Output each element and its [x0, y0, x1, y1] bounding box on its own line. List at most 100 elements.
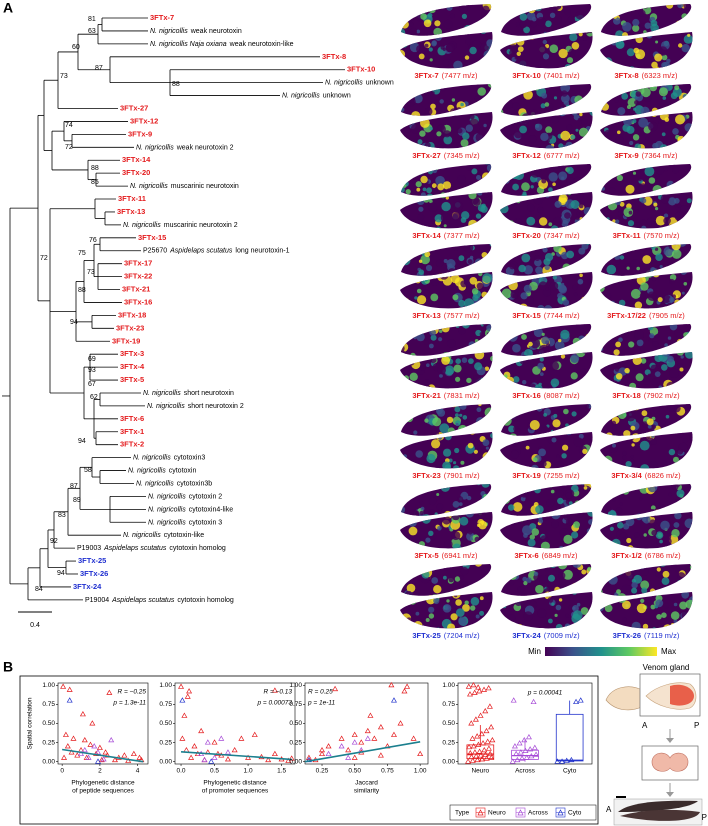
intensity-spot [578, 32, 583, 37]
intensity-spot [519, 20, 528, 29]
intensity-spot [416, 410, 422, 416]
point [473, 753, 480, 759]
intensity-spot [400, 591, 404, 599]
ms-image [600, 84, 693, 149]
intensity-spot [479, 610, 485, 616]
point [100, 756, 107, 762]
intensity-spot [664, 343, 668, 347]
intensity-spot [489, 176, 493, 185]
intensity-spot [400, 115, 406, 120]
intensity-spot [564, 434, 568, 438]
intensity-spot [667, 336, 672, 340]
intensity-spot [465, 509, 474, 518]
point [198, 727, 205, 734]
point [531, 744, 538, 750]
intensity-spot [481, 145, 490, 149]
intensity-spot [475, 484, 482, 486]
point [483, 755, 490, 761]
point [179, 735, 186, 741]
intensity-spot [665, 414, 670, 419]
intensity-spot [476, 282, 484, 290]
intensity-spot [632, 119, 637, 124]
intensity-spot [617, 130, 621, 135]
leaf-label: 3FTx-7 [150, 13, 174, 22]
intensity-spot [415, 611, 420, 616]
intensity-spot [655, 570, 663, 578]
intensity-spot [431, 428, 440, 437]
axis-letter: P [694, 721, 699, 730]
intensity-spot [631, 404, 642, 411]
intensity-spot [416, 29, 421, 34]
intensity-spot [600, 87, 609, 97]
intensity-spot [434, 20, 441, 27]
intensity-spot [616, 593, 627, 603]
intensity-spot [571, 531, 579, 539]
intensity-spot [550, 378, 560, 387]
point [486, 703, 493, 709]
point [484, 738, 491, 744]
map-mass: (6826 m/z) [645, 471, 681, 480]
intensity-spot [408, 459, 417, 468]
intensity-spot [501, 145, 511, 149]
intensity-spot [655, 215, 666, 226]
intensity-spot [505, 124, 516, 135]
intensity-spot [673, 456, 679, 463]
intensity-spot [567, 518, 573, 524]
intensity-spot [459, 516, 469, 526]
intensity-spot [421, 417, 425, 421]
intensity-spot [581, 484, 585, 486]
point [469, 757, 476, 763]
intensity-spot [624, 116, 629, 121]
intensity-spot [425, 618, 430, 622]
intensity-spot [508, 504, 515, 511]
intensity-spot [526, 11, 536, 21]
intensity-spot [605, 506, 612, 512]
intensity-spot [573, 521, 580, 529]
intensity-spot [483, 50, 493, 60]
intensity-spot [406, 94, 415, 103]
intensity-spot [558, 194, 568, 204]
intensity-spot [540, 535, 549, 544]
intensity-spot [405, 485, 413, 493]
intensity-spot [542, 288, 552, 297]
intensity-spot [632, 134, 640, 141]
intensity-spot [428, 564, 436, 571]
intensity-spot [647, 373, 651, 377]
intensity-spot [476, 84, 482, 88]
intensity-spot [527, 331, 535, 339]
leaf-name: 3FTx-1 [120, 427, 144, 436]
map-mass: (7401 m/z) [544, 71, 580, 80]
intensity-spot [489, 90, 493, 97]
map-name: 3FTx-1/2 [611, 551, 641, 560]
intensity-spot [418, 53, 425, 60]
intensity-spot [600, 164, 607, 168]
intensity-spot [533, 4, 540, 9]
intensity-spot [439, 374, 443, 378]
intensity-spot [463, 244, 474, 253]
leaf-name: 3FTx-6 [120, 414, 144, 423]
intensity-spot [407, 406, 417, 417]
intensity-spot [459, 426, 466, 433]
intensity-spot [414, 512, 420, 517]
intensity-spot [446, 259, 456, 268]
intensity-spot [625, 245, 634, 254]
intensity-spot [672, 404, 681, 413]
map-mass: (7831 m/z) [444, 391, 480, 400]
map-name: 3FTx-6 [514, 551, 538, 560]
intensity-spot [501, 198, 508, 205]
ms-image [400, 564, 493, 629]
intensity-spot [511, 415, 519, 422]
intensity-spot [500, 166, 503, 172]
intensity-spot [587, 344, 593, 351]
point [184, 693, 191, 699]
intensity-spot [615, 259, 621, 265]
intensity-spot [600, 301, 602, 307]
intensity-spot [482, 273, 493, 284]
intensity-spot [658, 385, 663, 389]
intensity-spot [461, 13, 467, 19]
intensity-spot [574, 95, 584, 105]
leaf-name: cytotoxin 3 [189, 519, 223, 526]
x-tick-label: 0.50 [348, 768, 361, 775]
intensity-spot [609, 435, 614, 440]
axis-letter: A [642, 721, 648, 730]
